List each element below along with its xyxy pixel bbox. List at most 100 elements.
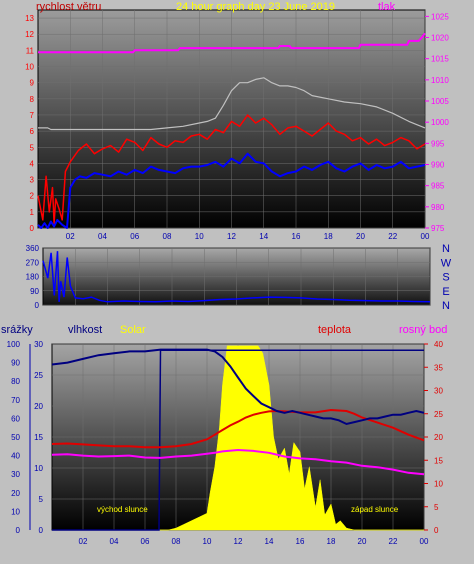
wind-speed-tick: 6 — [30, 127, 35, 136]
compass-label: E — [442, 286, 449, 298]
humidity-tick: 100 — [7, 340, 21, 349]
wind-direction-series — [42, 251, 431, 303]
time-tick: 22 — [388, 232, 397, 241]
compass-label: N — [442, 243, 450, 255]
temperature-axis: 0 5 10 15 20 25 30 35 40 — [424, 340, 443, 535]
temperature-tick: 10 — [434, 480, 443, 489]
pressure-tick: 990 — [431, 161, 445, 170]
wind-speed-tick: 9 — [30, 79, 35, 88]
compass-label: N — [442, 300, 450, 312]
temperature-tick: 0 — [434, 526, 439, 535]
pressure-series — [38, 32, 426, 54]
humidity-tick: 50 — [11, 433, 20, 442]
wind-direction-grid — [43, 247, 431, 306]
chart-title: 24 hour graph day 23 June 2019 — [176, 1, 335, 13]
pressure-tick: 1025 — [431, 12, 449, 21]
time-tick: 14 — [259, 232, 268, 241]
direction-tick: 0 — [35, 301, 40, 310]
wind-speed-tick: 1 — [30, 208, 35, 217]
rain-legend: srážky — [1, 324, 33, 336]
humidity-tick: 0 — [16, 526, 21, 535]
time-tick: 22 — [389, 537, 398, 546]
pressure-tick: 995 — [431, 139, 445, 148]
direction-tick: 180 — [26, 273, 40, 282]
rain-tick: 10 — [34, 464, 43, 473]
temperature-tick: 15 — [434, 456, 443, 465]
direction-tick: 270 — [26, 258, 40, 267]
rain-tick: 30 — [34, 340, 43, 349]
time-tick: 16 — [296, 537, 305, 546]
pressure-label: tlak — [378, 1, 396, 13]
wind-speed-tick: 0 — [30, 224, 35, 233]
time-tick: 18 — [327, 537, 336, 546]
pressure-tick: 975 — [431, 224, 445, 233]
rain-tick: 0 — [39, 526, 44, 535]
time-tick: 12 — [227, 232, 236, 241]
time-tick: 20 — [358, 537, 367, 546]
wind-speed-tick: 13 — [25, 14, 34, 23]
pressure-tick: 1020 — [431, 34, 449, 43]
time-tick: 00 — [421, 232, 430, 241]
humidity-tick: 90 — [11, 359, 20, 368]
time-tick: 06 — [141, 537, 150, 546]
temperature-tick: 35 — [434, 363, 443, 372]
sunrise-label: východ slunce — [97, 505, 148, 514]
wind-pressure-plot — [37, 32, 426, 229]
time-tick: 16 — [292, 232, 301, 241]
humidity-tick: 70 — [11, 396, 20, 405]
humidity-axis: 0 10 20 30 40 50 60 70 80 90 100 — [7, 340, 31, 535]
dewpoint-series — [51, 448, 425, 476]
compass-label: W — [441, 257, 452, 269]
dewpoint-legend: rosný bod — [399, 324, 447, 336]
humidity-tick: 80 — [11, 377, 20, 386]
time-tick: 20 — [356, 232, 365, 241]
time-axis-top: 02 04 06 08 10 12 14 16 18 20 22 00 — [66, 232, 430, 241]
gust-series — [37, 114, 426, 224]
wind-speed-tick: 8 — [30, 95, 35, 104]
wind-speed-label: rychlost větru — [36, 1, 101, 13]
pressure-tick: 1015 — [431, 55, 449, 64]
time-tick: 06 — [130, 232, 139, 241]
temperature-tick: 20 — [434, 433, 443, 442]
temperature-series — [51, 408, 425, 449]
time-axis-bottom: 02 04 06 08 10 12 14 16 18 20 22 00 — [79, 537, 429, 546]
pressure-tick: 1000 — [431, 118, 449, 127]
time-tick: 04 — [98, 232, 107, 241]
wind-speed-tick: 5 — [30, 143, 35, 152]
rain-tick: 25 — [34, 371, 43, 380]
rain-tick: 5 — [39, 495, 44, 504]
temperature-tick: 30 — [434, 387, 443, 396]
sunset-label: západ slunce — [351, 505, 399, 514]
humidity-tick: 60 — [11, 414, 20, 423]
pressure-tick: 1010 — [431, 76, 449, 85]
pressure-axis: 975 980 985 990 995 1000 1005 1010 1015 1020 1025 — [425, 12, 449, 233]
time-tick: 08 — [163, 232, 172, 241]
time-tick: 02 — [66, 232, 75, 241]
direction-tick: 360 — [26, 244, 40, 253]
time-tick: 04 — [110, 537, 119, 546]
direction-tick: 90 — [30, 287, 39, 296]
wind-speed-tick: 7 — [30, 111, 35, 120]
wind-series — [37, 152, 426, 229]
pressure-tick: 985 — [431, 182, 445, 191]
wind-speed-tick: 10 — [25, 63, 34, 72]
wind-speed-tick: 12 — [25, 30, 34, 39]
wind-speed-tick: 4 — [30, 159, 35, 168]
time-tick: 00 — [420, 537, 429, 546]
solar-series — [52, 345, 424, 531]
temperature-tick: 5 — [434, 503, 439, 512]
time-tick: 12 — [234, 537, 243, 546]
rain-axis: 0 5 10 15 20 25 30 — [34, 340, 43, 535]
compass-label: S — [442, 272, 449, 284]
pressure-tick: 980 — [431, 203, 445, 212]
rain-series — [52, 349, 424, 531]
time-tick: 02 — [79, 537, 88, 546]
solar-legend: Solar — [120, 324, 146, 336]
humidity-tick: 30 — [11, 470, 20, 479]
wind-speed-tick: 3 — [30, 176, 35, 185]
rain-tick: 15 — [34, 433, 43, 442]
humidity-legend: vlhkost — [68, 324, 102, 336]
humidity-tick: 10 — [11, 507, 20, 516]
